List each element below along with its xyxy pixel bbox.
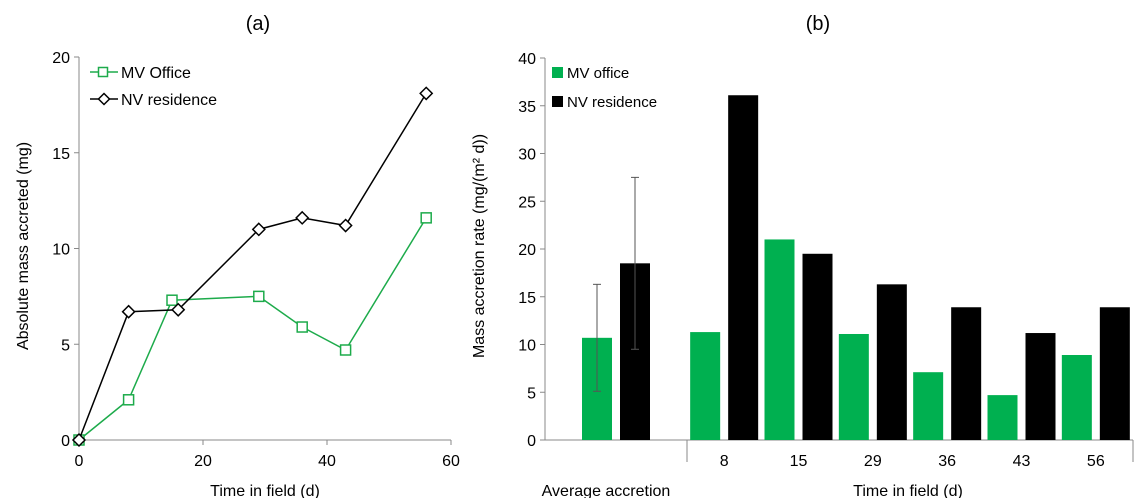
data-point-mv-office [420,212,432,224]
panel-b-y-tick-label: 5 [527,385,536,402]
panel-a-x-tick-label: 60 [442,453,460,470]
panel-b-x-tick-label: 8 [720,453,729,470]
panel-b-ylabel: Mass accretion rate (mg/(m² d)) [471,134,488,358]
panel-a-x-tick-label: 0 [75,453,84,470]
panel-a-y-tick-label: 20 [52,50,70,67]
panel-a-y-tick-label: 10 [52,242,70,259]
bar-mv-office [1061,355,1092,440]
panel-a: (a) Absolute mass accreted (mg) Time in … [15,13,460,498]
legend-swatch-nv-residence [552,96,563,107]
bar-nv-residence [1025,333,1056,440]
bar-nv-residence [1099,307,1130,440]
bar-nv-residence [728,95,759,441]
bar-mv-office [690,332,721,440]
legend-label-mv-office-b: MV office [567,65,629,82]
panel-b: (b) Mass accretion rate (mg/(m² d)) Aver… [471,13,1134,498]
panel-b-x-tick-label: 29 [864,453,882,470]
data-point-nv-residence [338,218,353,233]
panel-b-y-tick-label: 20 [518,242,536,259]
legend-marker-nv-residence [97,92,111,106]
panel-b-x-tick-label: 56 [1087,453,1105,470]
bar-nv-residence [951,307,982,440]
panel-b-x-tick-label: 36 [938,453,956,470]
data-point-mv-office [339,344,352,356]
panel-b-y-tick-label: 0 [527,433,536,450]
legend-marker-mv-office [97,66,109,78]
panel-a-series [71,86,434,448]
panel-b-x-tick-label: 15 [790,453,808,470]
data-point-mv-office [296,321,308,333]
panel-b-y-tick-label: 40 [518,51,536,68]
panel-b-x-tick-label: 43 [1013,453,1031,470]
data-point-nv-residence [171,302,186,317]
series-line-mv-office [78,217,427,441]
data-point-nv-residence [251,222,266,237]
panel-b-xlabel: Time in field (d) [853,483,963,498]
data-point-mv-office [122,394,135,406]
panel-a-label: (a) [246,13,270,35]
panel-a-axes: 0 5 10 15 20 0 20 40 60 [52,50,460,470]
legend-label-nv-residence: NV residence [121,92,217,109]
bar-mv-office [913,372,944,440]
bar-mv-office [764,239,795,440]
data-point-mv-office [253,290,265,303]
panel-b-y-tick-label: 10 [518,338,536,355]
panel-b-y-tick-label: 35 [518,99,536,116]
series-line-nv-residence [78,92,427,441]
data-point-nv-residence [71,432,87,448]
bar-mv-office [987,395,1018,440]
panel-a-xlabel: Time in field (d) [210,483,320,498]
panel-b-label: (b) [806,13,830,35]
panel-b-legend: MV office NV residence [552,65,657,111]
bar-nv-residence [876,284,907,440]
panel-b-average-label: Average accretion [542,483,671,498]
panel-a-y-tick-label: 15 [52,146,70,163]
data-point-nv-residence [121,304,136,319]
data-point-nv-residence [295,210,310,225]
panel-b-y-tick-label: 15 [518,290,536,307]
legend-label-mv-office: MV Office [121,65,191,82]
panel-a-ylabel: Absolute mass accreted (mg) [15,142,32,350]
legend-label-nv-residence-b: NV residence [567,94,657,111]
panel-a-x-tick-label: 40 [318,453,336,470]
bar-nv-residence [802,253,833,440]
panel-a-y-tick-label: 0 [61,433,70,450]
panel-b-y-tick-label: 25 [518,194,536,211]
panel-b-y-tick-label: 30 [518,147,536,164]
panel-a-legend: MV Office NV residence [90,65,217,109]
data-point-mv-office [166,294,178,306]
panel-b-bars [582,95,1130,441]
panel-a-x-tick-label: 20 [194,453,212,470]
legend-swatch-mv-office [552,67,563,78]
data-point-nv-residence [419,86,434,101]
bar-mv-office [838,333,869,440]
panel-a-y-tick-label: 5 [61,337,70,354]
